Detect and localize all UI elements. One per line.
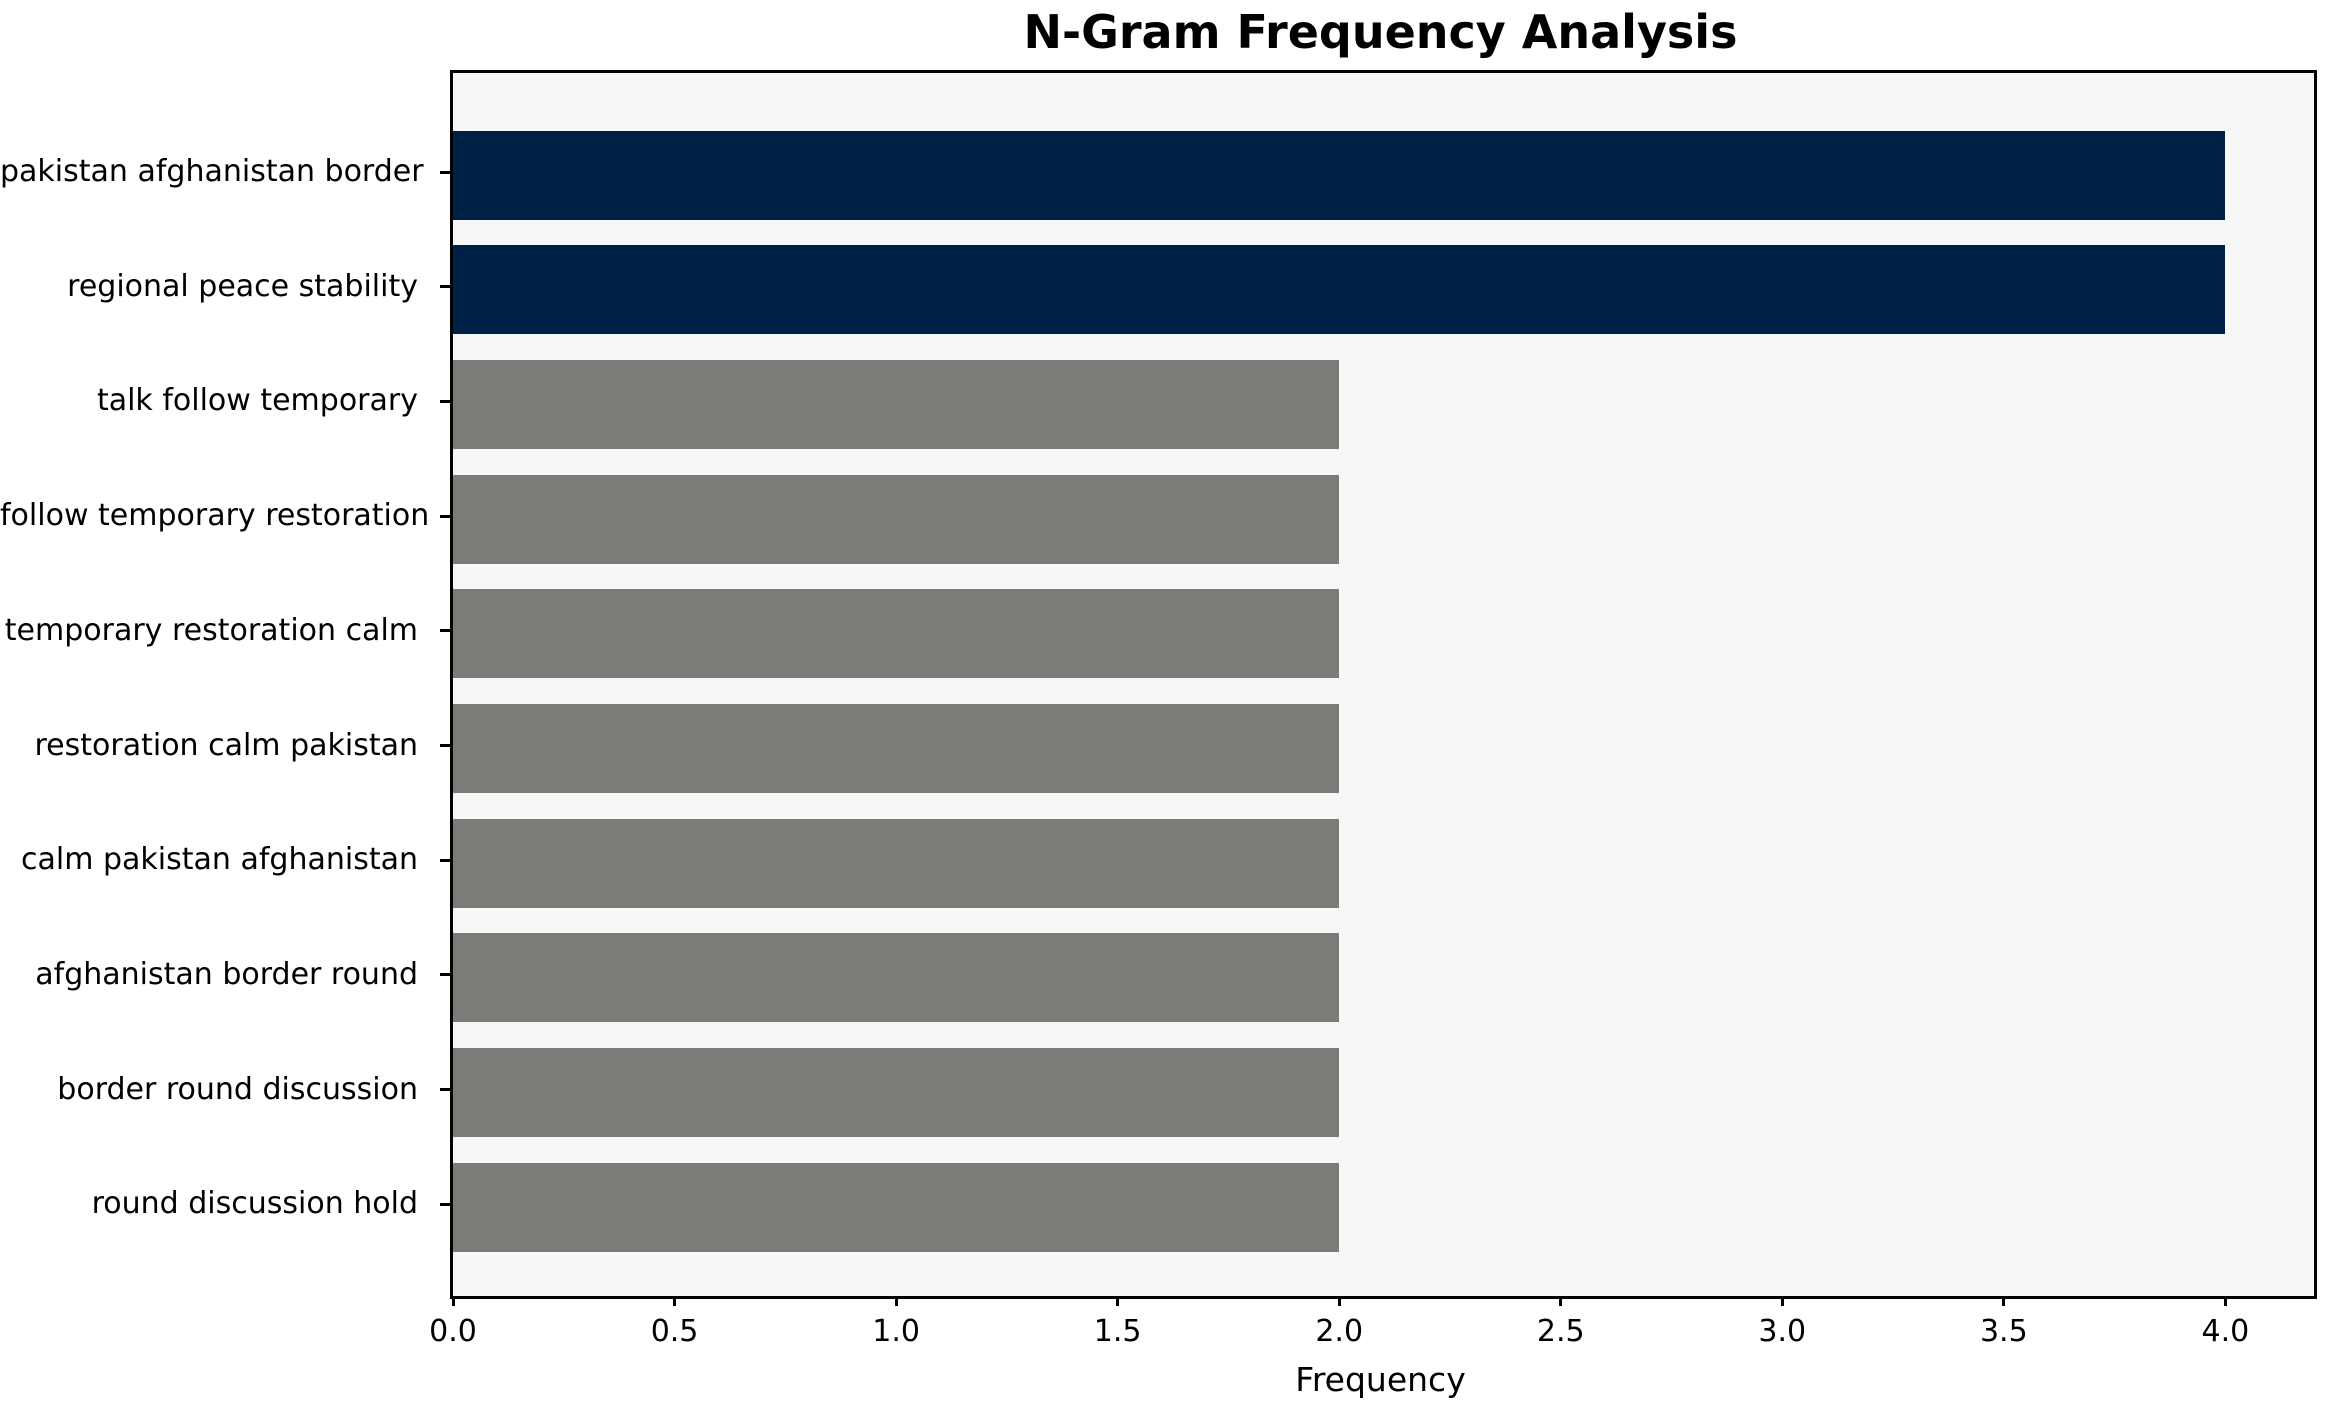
x-tick-label: 4.0 <box>2201 1314 2250 1349</box>
y-tick-mark <box>440 1088 450 1092</box>
y-tick-label: talk follow temporary <box>96 383 418 419</box>
x-tick-mark <box>894 1296 898 1306</box>
chart-title: N-Gram Frequency Analysis <box>1023 5 1738 59</box>
y-tick-mark <box>440 973 450 977</box>
x-tick-mark <box>673 1296 677 1306</box>
x-tick-label: 2.5 <box>1536 1314 1585 1349</box>
y-tick-label: afghanistan border round <box>35 956 418 992</box>
bar-follow-temporary-restoration <box>453 474 1340 564</box>
y-tick-label: regional peace stability <box>67 268 418 304</box>
y-tick-label: temporary restoration calm <box>4 612 418 648</box>
x-tick-mark <box>2002 1296 2006 1306</box>
x-tick-label: 1.5 <box>1093 1314 1142 1349</box>
bar-temporary-restoration-calm <box>453 589 1340 679</box>
y-tick-mark <box>440 285 450 289</box>
bar-calm-pakistan-afghanistan <box>453 818 1340 908</box>
x-tick-mark <box>1116 1296 1120 1306</box>
x-tick-mark <box>1559 1296 1563 1306</box>
y-tick-mark <box>440 399 450 403</box>
y-tick-mark <box>440 858 450 862</box>
y-tick-label: round discussion hold <box>91 1186 418 1222</box>
y-tick-label: pakistan afghanistan border <box>0 154 424 189</box>
bar-regional-peace-stability <box>453 245 2226 335</box>
bar-round-discussion-hold <box>453 1162 1340 1252</box>
x-tick-mark <box>1780 1296 1784 1306</box>
x-tick-mark <box>2223 1296 2227 1306</box>
y-tick-mark <box>440 514 450 518</box>
y-tick-label: follow temporary restoration <box>0 498 430 534</box>
x-tick-label: 3.5 <box>1979 1314 2028 1349</box>
y-tick-label: restoration calm pakistan <box>34 727 419 763</box>
plot-area <box>450 70 2317 1299</box>
x-tick-mark <box>1337 1296 1341 1306</box>
y-tick-mark <box>440 1202 450 1206</box>
x-tick-label: 1.0 <box>872 1314 920 1349</box>
y-tick-label: border round discussion <box>57 1071 418 1107</box>
bar-border-round-discussion <box>453 1048 1340 1138</box>
bar-talk-follow-temporary <box>453 359 1340 449</box>
y-tick-mark <box>440 170 450 174</box>
x-tick-label: 3.0 <box>1758 1314 1807 1349</box>
bar-restoration-calm-pakistan <box>453 704 1340 793</box>
x-tick-label: 0.5 <box>650 1314 699 1349</box>
bar-pakistan-afghanistan-border <box>453 130 2226 220</box>
y-tick-mark <box>440 744 450 747</box>
x-axis-label: Frequency <box>1295 1360 1466 1399</box>
x-tick-label: 0.0 <box>429 1314 477 1349</box>
y-tick-label: calm pakistan afghanistan <box>21 842 418 878</box>
bar-afghanistan-border-round <box>453 933 1340 1023</box>
y-tick-mark <box>440 629 450 633</box>
x-tick-label: 2.0 <box>1315 1314 1364 1349</box>
x-tick-mark <box>451 1296 455 1306</box>
